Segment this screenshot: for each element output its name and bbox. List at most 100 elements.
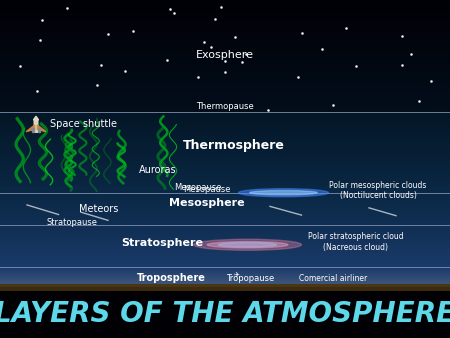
Bar: [0, 247, 450, 248]
Bar: [0, 262, 450, 263]
Bar: [0, 17, 450, 20]
Bar: [0, 11, 450, 14]
Ellipse shape: [207, 242, 288, 248]
Point: [16, 63, 23, 69]
Point: [353, 63, 360, 69]
Bar: [0, 196, 450, 197]
Bar: [32, 128, 34, 132]
Bar: [0, 120, 450, 122]
Bar: [0, 275, 450, 276]
Bar: [0, 50, 450, 53]
Bar: [0, 270, 450, 271]
Bar: [0, 254, 450, 255]
Point: [163, 57, 171, 63]
Bar: [0, 211, 450, 212]
Bar: [0, 136, 450, 138]
Bar: [0, 138, 450, 140]
Bar: [0, 48, 450, 50]
Point: [217, 4, 225, 9]
Bar: [0, 3, 450, 6]
Bar: [0, 194, 450, 195]
Bar: [0, 101, 450, 103]
Point: [231, 34, 239, 40]
Bar: [0, 78, 450, 81]
Bar: [0, 237, 450, 238]
Point: [329, 102, 337, 107]
Bar: [0, 250, 450, 251]
Bar: [0, 64, 450, 67]
Bar: [0, 114, 450, 116]
Point: [212, 17, 219, 22]
Bar: [0, 221, 450, 222]
Bar: [0, 146, 450, 148]
Bar: [0, 263, 450, 264]
Bar: [0, 42, 450, 45]
Point: [38, 18, 45, 23]
Bar: [0, 227, 450, 228]
Bar: [0, 73, 450, 75]
Point: [243, 51, 250, 57]
Bar: [0, 277, 450, 278]
Bar: [0, 224, 450, 225]
Bar: [0, 279, 450, 280]
Bar: [0, 39, 450, 42]
Bar: [0, 195, 450, 196]
Bar: [0, 59, 450, 62]
Bar: [0, 280, 450, 281]
Point: [221, 58, 229, 64]
Bar: [0, 134, 450, 136]
Ellipse shape: [250, 191, 317, 195]
Bar: [0, 265, 450, 266]
Bar: [0, 283, 450, 284]
Bar: [0, 163, 450, 165]
Bar: [0, 249, 450, 250]
Point: [201, 40, 208, 45]
Bar: [0, 81, 450, 84]
Bar: [0, 197, 450, 198]
Text: Meteors: Meteors: [79, 204, 119, 214]
Bar: [0, 203, 450, 204]
Bar: [0, 169, 450, 171]
Bar: [0, 95, 450, 98]
Point: [428, 78, 435, 83]
Bar: [0, 8, 450, 11]
Bar: [0, 286, 450, 287]
Point: [265, 107, 272, 113]
Bar: [0, 228, 450, 230]
Bar: [0, 244, 450, 245]
Bar: [0, 20, 450, 22]
Point: [398, 62, 405, 68]
Bar: [0, 284, 450, 287]
Bar: [0, 245, 450, 246]
Bar: [0, 256, 450, 257]
Bar: [0, 226, 450, 227]
Bar: [0, 84, 450, 87]
Bar: [0, 207, 450, 208]
Bar: [0, 159, 450, 161]
Text: Exosphere: Exosphere: [196, 50, 254, 60]
Polygon shape: [37, 125, 46, 132]
Bar: [0, 150, 450, 152]
Bar: [0, 273, 450, 274]
Bar: [0, 220, 450, 221]
Bar: [0, 274, 450, 275]
Bar: [0, 53, 450, 56]
Bar: [0, 241, 450, 242]
Ellipse shape: [238, 189, 328, 197]
Bar: [0, 236, 450, 237]
Point: [34, 88, 41, 94]
Bar: [0, 276, 450, 277]
Bar: [0, 92, 450, 95]
Bar: [0, 214, 450, 215]
Text: Space shuttle: Space shuttle: [50, 119, 117, 128]
Bar: [0, 62, 450, 64]
Bar: [0, 175, 450, 177]
Text: Auroras: Auroras: [139, 165, 176, 175]
Bar: [0, 278, 450, 279]
Text: Mesopause: Mesopause: [183, 185, 231, 194]
Bar: [0, 130, 450, 132]
Bar: [0, 202, 450, 203]
Bar: [0, 258, 450, 259]
Bar: [0, 257, 450, 258]
Point: [130, 28, 137, 33]
